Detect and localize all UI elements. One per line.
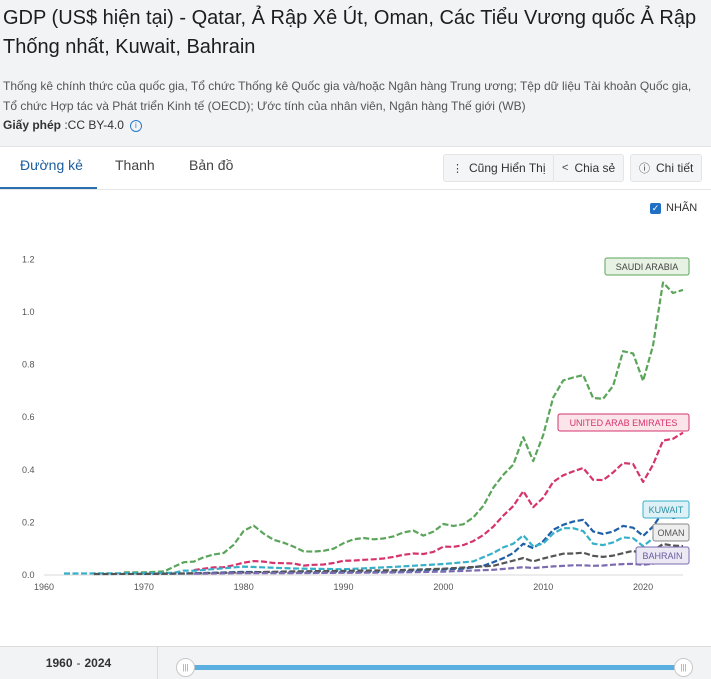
- series-label-box: [604, 257, 690, 276]
- info-icon[interactable]: i: [129, 119, 142, 132]
- range-slider-start-handle[interactable]: |||: [176, 658, 195, 677]
- checkbox-checked-icon[interactable]: ✓: [650, 202, 661, 214]
- details-button[interactable]: ⓘ Chi tiết: [630, 154, 703, 182]
- details-label: Chi tiết: [656, 161, 694, 175]
- x-tick-label: 2010: [533, 582, 553, 592]
- line-chart: 0.0 0.2 0.4 0.6 0.8 1.0 1.2 1960 1970 1980 1990 200…: [22, 254, 690, 592]
- x-tick-label: 1960: [34, 582, 54, 592]
- series-line-united-arab-emirates[interactable]: [193, 431, 684, 572]
- y-tick-label: 0.6: [22, 412, 35, 422]
- series-label-text: KUWAIT: [649, 505, 684, 515]
- x-tick-label: 1980: [234, 582, 254, 592]
- y-tick-label: 0.2: [22, 517, 35, 527]
- y-tick-label: 1.2: [22, 254, 35, 264]
- series-line-bahrain[interactable]: [193, 560, 684, 575]
- range-slider-track[interactable]: [186, 665, 684, 670]
- series-line-oman[interactable]: [93, 542, 684, 576]
- source-note: Thống kê chính thức của quốc gia, Tổ chứ…: [3, 79, 692, 113]
- range-end: 2024: [84, 656, 112, 670]
- share-button[interactable]: < Chia sẻ: [553, 154, 625, 182]
- series-line-kuwait[interactable]: [63, 526, 683, 575]
- x-tick-label: 1970: [134, 582, 154, 592]
- labels-toggle-text: NHÃN: [666, 202, 698, 214]
- info-circle-icon: ⓘ: [639, 163, 650, 175]
- series-label-oman: OMAN: [652, 523, 690, 542]
- tab-map[interactable]: Bản đồ: [189, 157, 234, 173]
- series-label-text: SAUDI ARABIA: [616, 262, 679, 272]
- y-tick-label: 0.8: [22, 360, 35, 370]
- y-tick-label: 0.4: [22, 465, 35, 475]
- y-tick-label: 0.0: [22, 570, 35, 580]
- active-tab-indicator: [0, 187, 97, 189]
- series-label-text: BAHRAIN: [642, 551, 682, 561]
- tab-bar[interactable]: Thanh: [115, 157, 155, 173]
- series-label-text: UNITED ARAB EMIRATES: [570, 418, 678, 428]
- page-title: GDP (US$ hiện tại) - Qatar, Ả Rập Xê Út,…: [3, 7, 697, 58]
- series-label-united-arab-emirates: UNITED ARAB EMIRATES: [557, 413, 690, 432]
- range-start: 1960: [45, 656, 73, 670]
- range-footer: 1960-2024 ||| |||: [0, 646, 711, 679]
- license-value: :CC BY-4.0: [61, 118, 124, 132]
- range-slider-end-handle[interactable]: |||: [674, 658, 693, 677]
- labels-toggle[interactable]: ✓ NHÃN: [650, 202, 697, 214]
- license-line: Giấy phép :CC BY-4.0 i: [3, 118, 142, 132]
- series-label-text: OMAN: [658, 528, 685, 538]
- series-label-bahrain: BAHRAIN: [635, 546, 690, 565]
- share-icon: <: [562, 162, 569, 174]
- series-label-box: [557, 413, 690, 432]
- also-show-label: Cũng Hiển Thị: [469, 161, 546, 175]
- y-tick-label: 1.0: [22, 307, 35, 317]
- more-vertical-icon: ⋮: [452, 162, 463, 175]
- license-label: Giấy phép: [3, 118, 62, 132]
- tabbar-divider: [0, 189, 711, 190]
- series-label-box: [635, 546, 690, 565]
- series-line-saudi-arabia[interactable]: [123, 281, 684, 574]
- tab-line[interactable]: Đường kẻ: [20, 157, 83, 173]
- year-range: 1960-2024: [0, 647, 158, 679]
- x-tick-label: 2000: [433, 582, 453, 592]
- series-label-box: [652, 523, 690, 542]
- x-tick-label: 1990: [334, 582, 354, 592]
- x-tick-label: 2020: [633, 582, 653, 592]
- series-label-saudi-arabia: SAUDI ARABIA: [604, 257, 690, 276]
- series-label-box: [642, 500, 690, 519]
- share-label: Chia sẻ: [574, 161, 616, 175]
- series-label-kuwait: KUWAIT: [642, 500, 690, 519]
